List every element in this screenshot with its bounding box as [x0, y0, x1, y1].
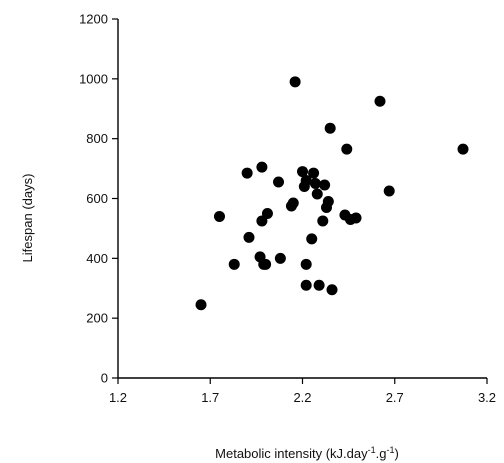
y-tick-label: 400 [86, 251, 108, 266]
x-axis-title: Metabolic intensity (kJ.day-1.g-1) [215, 445, 399, 461]
x-axis-title-main: Metabolic intensity (kJ.day [215, 446, 368, 461]
data-point [326, 284, 338, 296]
y-tick-label: 1200 [79, 12, 108, 27]
y-tick-label: 1000 [79, 71, 108, 86]
axes [117, 19, 487, 379]
data-point [274, 252, 286, 264]
data-point [297, 166, 308, 178]
x-axis-title-sup1: -1 [368, 445, 376, 455]
data-point [195, 299, 207, 311]
data-point [273, 176, 285, 188]
data-point [374, 95, 386, 107]
x-tick-label: 2.2 [293, 390, 311, 405]
data-point [300, 258, 312, 270]
x-axis-title-sup2: -1 [386, 445, 394, 455]
data-point [313, 279, 325, 291]
data-point [289, 76, 301, 88]
data-point [256, 161, 268, 173]
data-point [260, 258, 272, 270]
data-point [341, 143, 353, 155]
data-point [350, 212, 362, 224]
data-point [322, 195, 334, 207]
x-axis-title-mid: .g [376, 446, 387, 461]
data-point [213, 210, 225, 222]
data-point [457, 143, 469, 155]
data-point [228, 258, 240, 270]
y-tick-label: 800 [86, 131, 108, 146]
y-tick-label: 0 [101, 371, 108, 386]
data-point [243, 231, 255, 243]
data-point [287, 197, 299, 209]
data-point [300, 279, 312, 291]
x-axis-ticks: 1.2 1.7 2.2 2.7 3.2 [109, 378, 496, 405]
y-tick-label: 600 [86, 191, 108, 206]
x-tick-label: 1.2 [109, 390, 127, 405]
data-point [319, 179, 331, 191]
data-point [383, 185, 395, 197]
x-tick-label: 3.2 [478, 390, 496, 405]
y-axis-ticks: 0 200 400 600 800 1000 1200 [79, 12, 118, 386]
data-point [311, 188, 323, 200]
y-tick-label: 200 [86, 311, 108, 326]
data-point [300, 175, 312, 187]
y-axis-title: Lifespan (days) [20, 174, 35, 263]
data-point [317, 215, 329, 227]
data-points [195, 76, 469, 311]
data-point [241, 167, 253, 179]
x-tick-label: 1.7 [201, 390, 219, 405]
x-tick-label: 2.7 [386, 390, 404, 405]
data-point [306, 233, 318, 245]
data-point [261, 207, 273, 219]
x-axis-title-end: ) [394, 446, 398, 461]
data-point [309, 178, 321, 190]
data-point [308, 167, 320, 179]
data-point [324, 122, 336, 134]
